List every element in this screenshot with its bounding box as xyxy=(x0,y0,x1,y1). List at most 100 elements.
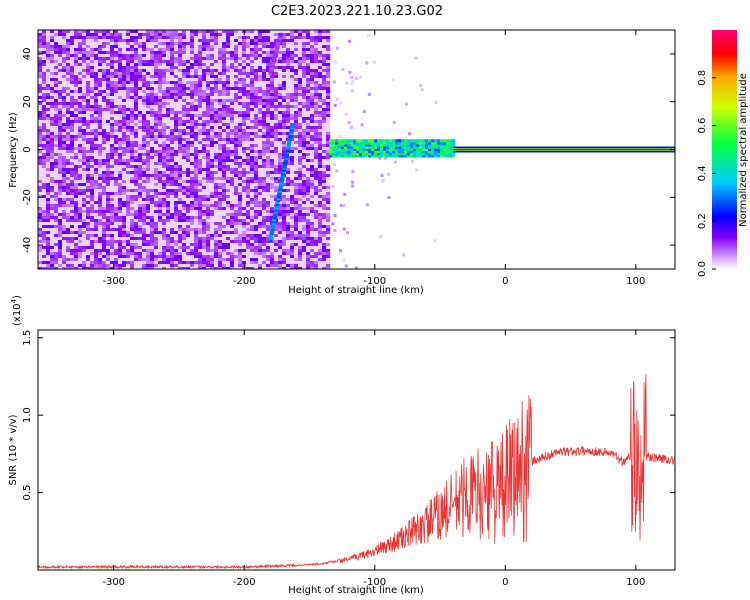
heatmap-cell xyxy=(230,33,235,37)
heatmap-cell xyxy=(214,204,219,208)
heatmap-cell xyxy=(42,222,47,226)
heatmap-cell xyxy=(78,123,83,127)
heatmap-cell xyxy=(310,96,315,100)
heatmap-cell xyxy=(98,108,103,112)
heatmap-cell xyxy=(162,159,167,163)
heatmap-cell xyxy=(110,114,115,118)
heatmap-cell xyxy=(282,144,287,148)
heatmap-cell xyxy=(234,36,239,40)
heatmap-cell xyxy=(54,195,59,199)
heatmap-cell xyxy=(150,204,155,208)
heatmap-cell xyxy=(110,141,115,145)
heatmap-cell xyxy=(298,222,303,226)
heatmap-cell xyxy=(94,234,99,238)
heatmap-cell xyxy=(302,108,307,112)
heatmap-cell xyxy=(194,90,199,94)
heatmap-cell xyxy=(234,60,239,64)
heatmap-cell xyxy=(70,198,75,202)
heatmap-cell xyxy=(86,165,91,169)
heatmap-cell xyxy=(138,153,143,157)
heatmap-cell xyxy=(326,213,331,217)
heatmap-cell xyxy=(46,186,51,190)
heatmap-cell xyxy=(250,225,255,229)
heatmap-cell xyxy=(322,75,327,79)
heatmap-cell xyxy=(74,213,79,217)
heatmap-cell xyxy=(242,69,247,73)
heatmap-cell xyxy=(166,48,171,52)
heatmap-cell xyxy=(318,132,323,136)
heatmap-cell xyxy=(218,156,223,160)
heatmap-cell xyxy=(66,201,71,205)
heatmap-cell xyxy=(242,144,247,148)
heatmap-cell xyxy=(94,39,99,43)
heatmap-cell xyxy=(82,33,87,37)
heatmap-cell xyxy=(326,225,331,229)
heatmap-cell xyxy=(210,96,215,100)
heatmap-cell xyxy=(166,120,171,124)
heatmap-cell xyxy=(286,60,291,64)
heatmap-cell xyxy=(286,228,291,232)
heatmap-cell xyxy=(110,147,115,151)
heatmap-cell xyxy=(118,132,123,136)
heatmap-cell xyxy=(198,156,203,160)
heatmap-cell xyxy=(78,159,83,163)
heatmap-cell xyxy=(38,135,43,139)
heatmap-cell xyxy=(226,171,231,175)
heatmap-cell xyxy=(186,75,191,79)
heatmap-cell xyxy=(90,60,95,64)
heatmap-cell xyxy=(122,162,127,166)
heatmap-cell xyxy=(82,84,87,88)
heatmap-cell xyxy=(246,156,251,160)
heatmap-cell xyxy=(318,123,323,127)
heatmap-cell xyxy=(278,210,283,214)
heatmap-cell xyxy=(186,69,191,73)
heatmap-cell xyxy=(182,93,187,97)
heatmap-cell xyxy=(74,162,79,166)
heatmap-cell xyxy=(326,45,331,49)
heatmap-cell xyxy=(138,96,143,100)
heatmap-cell xyxy=(234,213,239,217)
heatmap-cell xyxy=(218,90,223,94)
heatmap-cell xyxy=(290,51,295,55)
heatmap-cell xyxy=(286,99,291,103)
heatmap-cell xyxy=(38,183,43,187)
heatmap-cell xyxy=(122,150,127,154)
heatmap-cell xyxy=(74,150,79,154)
heatmap-cell xyxy=(234,96,239,100)
heatmap-cell xyxy=(42,231,47,235)
heatmap-cell xyxy=(62,33,67,37)
heatmap-cell xyxy=(234,87,239,91)
heatmap-cell xyxy=(278,45,283,49)
heatmap-cell xyxy=(158,195,163,199)
heatmap-cell xyxy=(294,33,299,37)
heatmap-cell xyxy=(274,105,279,109)
heatmap-cell xyxy=(170,39,175,43)
heatmap-cell xyxy=(58,186,63,190)
heatmap-cell xyxy=(114,63,119,67)
heatmap-cell xyxy=(246,168,251,172)
heatmap-cell xyxy=(314,162,319,166)
heatmap-cell xyxy=(246,177,251,181)
heatmap-cell xyxy=(302,63,307,67)
heatmap-cell xyxy=(74,171,79,175)
heatmap-cell xyxy=(130,165,135,169)
heatmap-cell xyxy=(298,126,303,130)
heatmap-cell xyxy=(290,84,295,88)
heatmap-cell xyxy=(310,156,315,160)
heatmap-cell xyxy=(214,57,219,61)
heatmap-cell xyxy=(246,63,251,67)
heatmap-cell xyxy=(142,204,147,208)
heatmap-cell xyxy=(54,93,59,97)
heatmap-cell xyxy=(178,48,183,52)
heatmap-cell xyxy=(102,108,107,112)
heatmap-cell xyxy=(322,162,327,166)
heatmap-cell xyxy=(266,168,271,172)
heatmap-cell xyxy=(298,141,303,145)
heatmap-cell xyxy=(206,213,211,217)
heatmap-cell xyxy=(114,222,119,226)
heatmap-cell xyxy=(170,138,175,142)
heatmap-cell xyxy=(58,153,63,157)
heatmap-cell xyxy=(54,36,59,40)
heatmap-cell xyxy=(258,132,263,136)
heatmap-cell xyxy=(42,201,47,205)
